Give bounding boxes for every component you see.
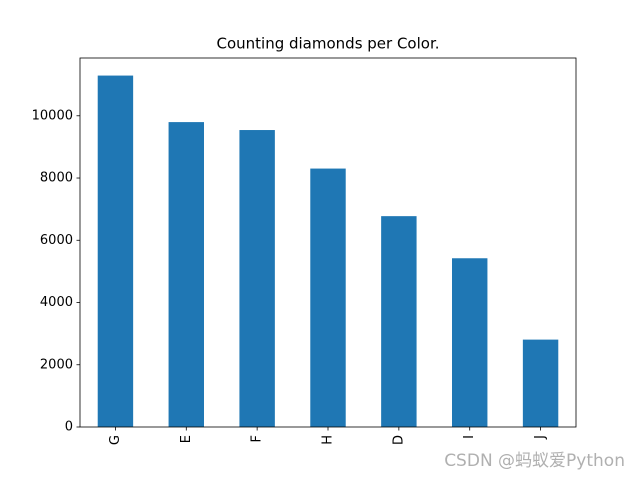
plot-frame <box>79 57 577 428</box>
x-tick-label: H <box>321 435 336 445</box>
bar <box>452 258 488 427</box>
y-tick-label: 10000 <box>32 108 73 123</box>
x-tick-label: F <box>250 435 265 442</box>
bar <box>97 75 134 428</box>
y-tick-label: 4000 <box>40 295 73 310</box>
x-tick-label: D <box>391 435 406 445</box>
chart-title: Counting diamonds per Color. <box>216 35 439 53</box>
bar <box>310 168 346 427</box>
x-tick-label: G <box>108 435 123 445</box>
x-tick-label: J <box>533 435 548 440</box>
bar <box>239 130 275 427</box>
x-tick-label: E <box>179 435 194 443</box>
bar <box>381 216 417 427</box>
y-tick-label: 0 <box>65 420 73 435</box>
y-tick-label: 8000 <box>40 171 73 186</box>
bar <box>522 339 559 427</box>
watermark: CSDN @蚂蚁爱Python <box>444 451 625 471</box>
bar <box>168 122 204 427</box>
y-tick-label: 2000 <box>40 357 73 372</box>
y-tick-label: 6000 <box>40 233 73 248</box>
x-tick-label: I <box>462 435 477 439</box>
